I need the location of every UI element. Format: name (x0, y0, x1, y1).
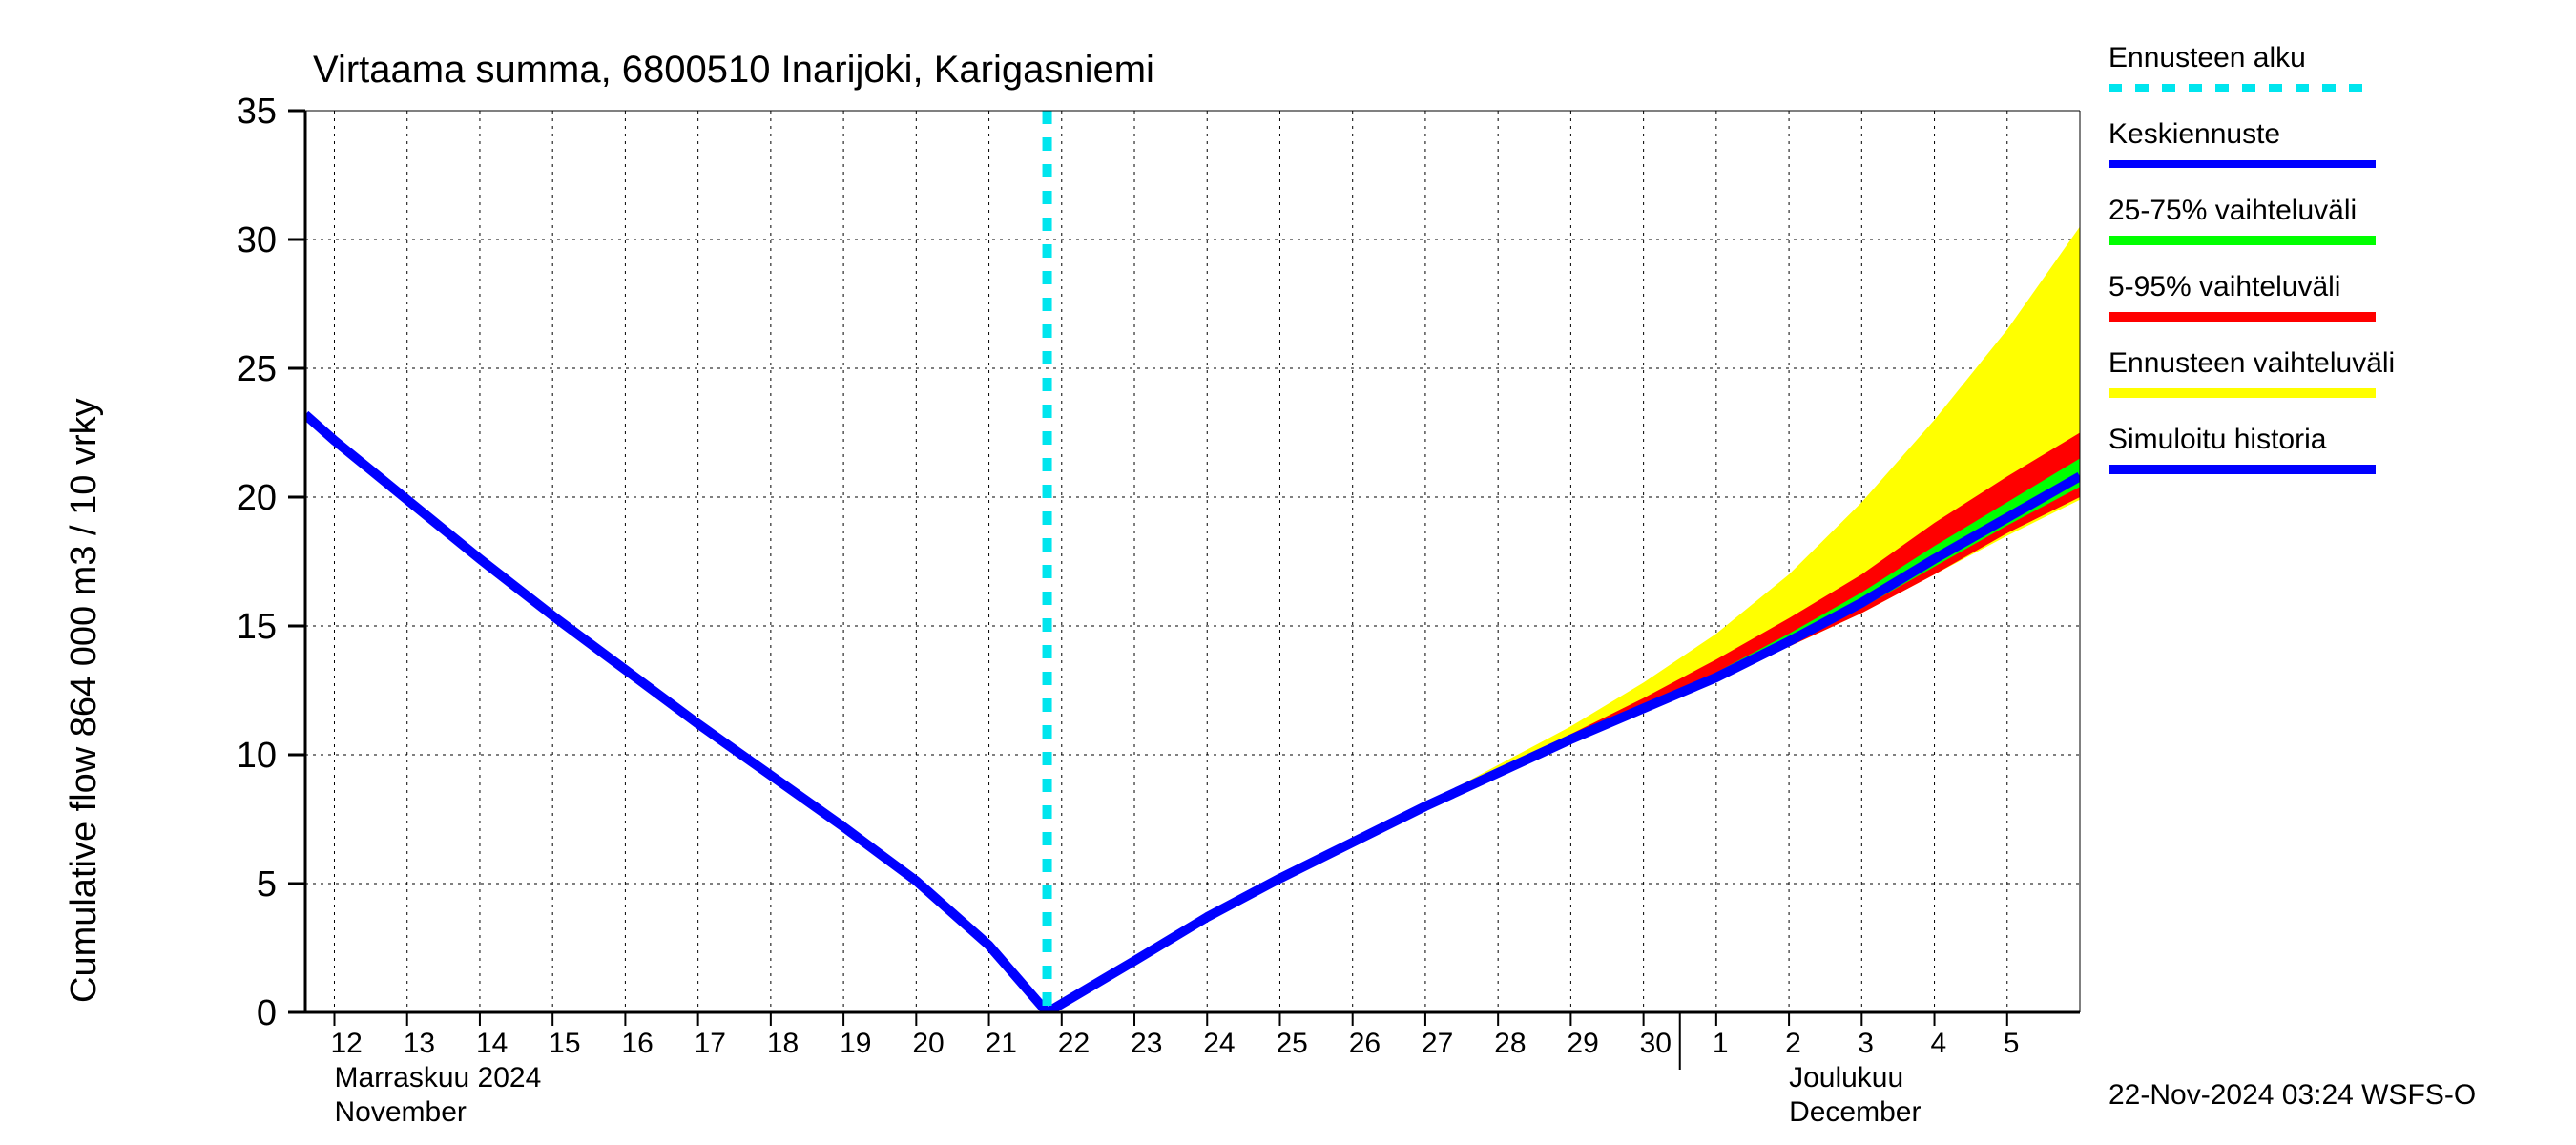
month-label-left-1: Marraskuu 2024 (334, 1062, 541, 1093)
legend-label: Ennusteen alku (2109, 42, 2306, 73)
x-tick-label: 26 (1349, 1028, 1381, 1059)
x-tick-label: 20 (912, 1028, 944, 1059)
legend-label: 5-95% vaihteluväli (2109, 271, 2340, 302)
band-full-range (1048, 227, 2080, 1013)
chart-svg: 0510152025303512131415161718192021222324… (0, 0, 2576, 1145)
x-tick-label: 13 (404, 1028, 435, 1059)
legend-label: 25-75% vaihteluväli (2109, 195, 2357, 226)
y-tick-label: 30 (237, 220, 277, 260)
month-label-right-2: December (1789, 1096, 1921, 1128)
y-tick-label: 5 (257, 864, 277, 905)
x-tick-label: 29 (1567, 1028, 1598, 1059)
y-tick-label: 10 (237, 736, 277, 776)
x-tick-label: 5 (2004, 1028, 2020, 1059)
x-tick-label: 15 (549, 1028, 580, 1059)
legend-label: Keskiennuste (2109, 118, 2280, 150)
x-tick-label: 27 (1422, 1028, 1453, 1059)
y-tick-label: 25 (237, 349, 277, 389)
x-tick-label: 22 (1058, 1028, 1090, 1059)
chart-title: Virtaama summa, 6800510 Inarijoki, Karig… (313, 49, 1154, 91)
x-tick-label: 23 (1131, 1028, 1162, 1059)
x-tick-label: 21 (986, 1028, 1017, 1059)
x-tick-label: 16 (621, 1028, 653, 1059)
legend: Ennusteen alku Keskiennuste 25-75% vaihtel… (2109, 42, 2395, 469)
chart-container: 0510152025303512131415161718192021222324… (0, 0, 2576, 1145)
y-axis-label: Cumulative flow 864 000 m3 / 10 vrky (64, 398, 104, 1003)
data-layer (305, 227, 2080, 1013)
y-tick-label: 20 (237, 478, 277, 518)
y-tick-label: 15 (237, 607, 277, 647)
x-tick-label: 30 (1640, 1028, 1672, 1059)
x-tick-label: 4 (1931, 1028, 1947, 1059)
x-tick-label: 18 (767, 1028, 799, 1059)
x-tick-label: 3 (1858, 1028, 1874, 1059)
x-tick-label: 12 (330, 1028, 362, 1059)
y-tick-label: 0 (257, 993, 277, 1033)
x-tick-label: 17 (695, 1028, 726, 1059)
line-history (305, 415, 1048, 1012)
x-tick-label: 14 (476, 1028, 508, 1059)
x-tick-label: 19 (840, 1028, 871, 1059)
month-label-right-1: Joulukuu (1789, 1062, 1903, 1093)
x-tick-label: 25 (1276, 1028, 1307, 1059)
legend-label: Ennusteen vaihteluväli (2109, 347, 2395, 379)
legend-label: Simuloitu historia (2109, 424, 2327, 455)
x-tick-label: 1 (1713, 1028, 1729, 1059)
footer-timestamp: 22-Nov-2024 03:24 WSFS-O (2109, 1079, 2476, 1111)
x-tick-label: 24 (1203, 1028, 1235, 1059)
month-label-left-2: November (334, 1096, 466, 1128)
x-tick-label: 2 (1785, 1028, 1801, 1059)
x-tick-label: 28 (1494, 1028, 1526, 1059)
y-tick-label: 35 (237, 92, 277, 132)
